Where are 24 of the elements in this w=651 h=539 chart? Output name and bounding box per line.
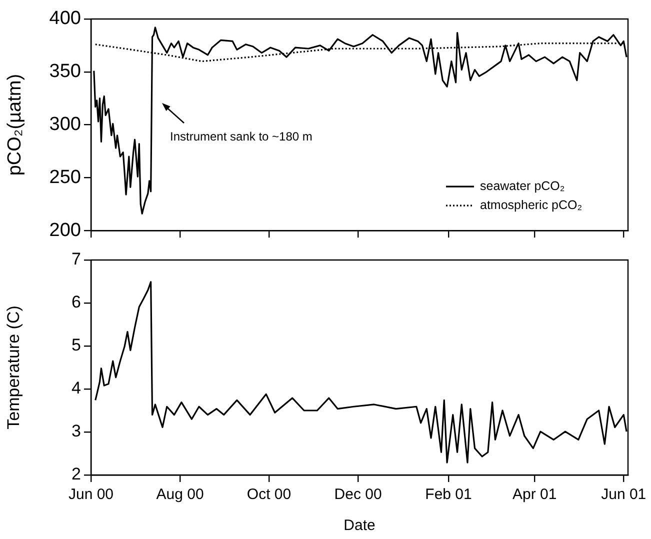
x-tick-label: Jun 00 bbox=[68, 486, 114, 504]
y-tick-label: 7 bbox=[72, 250, 81, 269]
y-axis-title: Temperature (C) bbox=[4, 306, 23, 430]
y-tick-label: 350 bbox=[49, 61, 81, 82]
legend-label: atmospheric pCO₂ bbox=[480, 198, 582, 212]
x-tick-label: Feb 01 bbox=[425, 486, 472, 504]
y-tick-label: 250 bbox=[49, 166, 81, 188]
x-tick-label: Jun 01 bbox=[601, 486, 646, 504]
x-axis-title: Date bbox=[344, 517, 376, 534]
legend-label: seawater pCO₂ bbox=[480, 179, 565, 194]
y-tick-label: 4 bbox=[72, 378, 81, 398]
y-axis-title: pCO₂(µatm) bbox=[4, 74, 26, 176]
y-tick-label: 400 bbox=[49, 8, 81, 30]
y-tick-label: 2 bbox=[72, 464, 81, 484]
y-tick-label: 6 bbox=[72, 292, 81, 312]
x-tick-label: Apr 01 bbox=[512, 486, 557, 504]
y-tick-label: 300 bbox=[49, 114, 81, 136]
annotation: Instrument sank to ~180 m bbox=[170, 129, 312, 144]
x-tick-label: Dec 00 bbox=[334, 486, 382, 504]
x-tick-label: Aug 00 bbox=[156, 486, 204, 504]
x-tick-label: Oct 00 bbox=[246, 486, 292, 504]
y-tick-label: 200 bbox=[49, 220, 81, 241]
y-tick-label: 5 bbox=[72, 336, 81, 355]
y-tick-label: 3 bbox=[72, 422, 81, 441]
